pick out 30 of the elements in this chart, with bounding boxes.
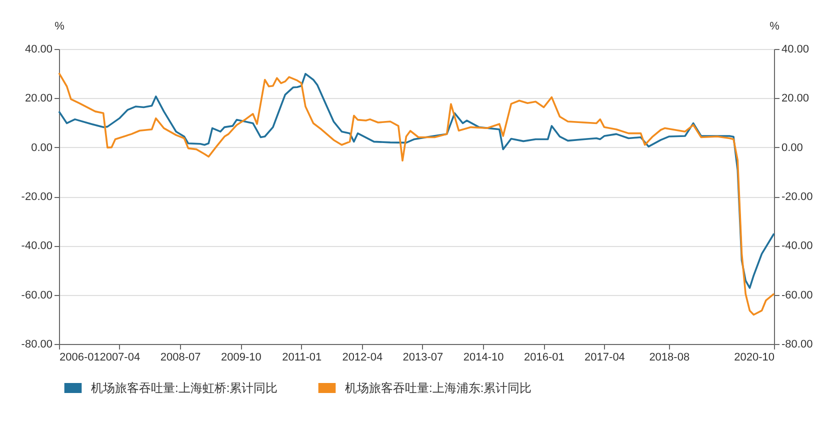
y-tick-label: -80.00	[21, 338, 52, 350]
x-tick-label: 2017-04	[584, 352, 625, 364]
x-tick-label: 2014-10	[463, 352, 504, 364]
y-tick-label: 40.00	[24, 44, 52, 56]
y2-axis-title: %	[770, 20, 780, 32]
x-tick-label: 2006-01	[60, 352, 100, 364]
x-tick-label: 2009-10	[221, 352, 262, 364]
y2-tick-label: 20.00	[782, 92, 810, 105]
x-tick-label: 2011-01	[282, 352, 322, 364]
x-tick-label: 2008-07	[160, 352, 201, 364]
x-tick-label: 2018-08	[649, 352, 690, 364]
y2-tick-label: -60.00	[782, 289, 813, 302]
y-tick-label: 20.00	[24, 92, 52, 105]
y2-tick-label: 40.00	[782, 44, 810, 56]
y-tick-label: -40.00	[21, 240, 52, 252]
y-axis-title: %	[54, 20, 65, 32]
x-tick-label: 2012-04	[342, 352, 383, 364]
y-tick-label: 0.00	[31, 142, 52, 154]
y2-tick-label: 0.00	[782, 142, 803, 154]
x-tick-label: 2013-07	[402, 352, 444, 364]
y2-tick-label: -20.00	[782, 191, 813, 203]
y2-tick-label: -40.00	[782, 240, 813, 252]
x-tick-label: 2016-01	[524, 352, 564, 364]
x-tick-label: 2020-10	[734, 352, 774, 364]
y-tick-label: -20.00	[21, 191, 52, 203]
legend-label: 机场旅客吞吐量:上海虹桥:累计同比	[91, 381, 278, 395]
y-tick-label: -60.00	[21, 289, 52, 302]
y2-tick-label: -80.00	[782, 338, 813, 350]
x-tick-label: 2007-04	[100, 352, 140, 364]
legend-label: 机场旅客吞吐量:上海浦东:累计同比	[345, 381, 532, 395]
